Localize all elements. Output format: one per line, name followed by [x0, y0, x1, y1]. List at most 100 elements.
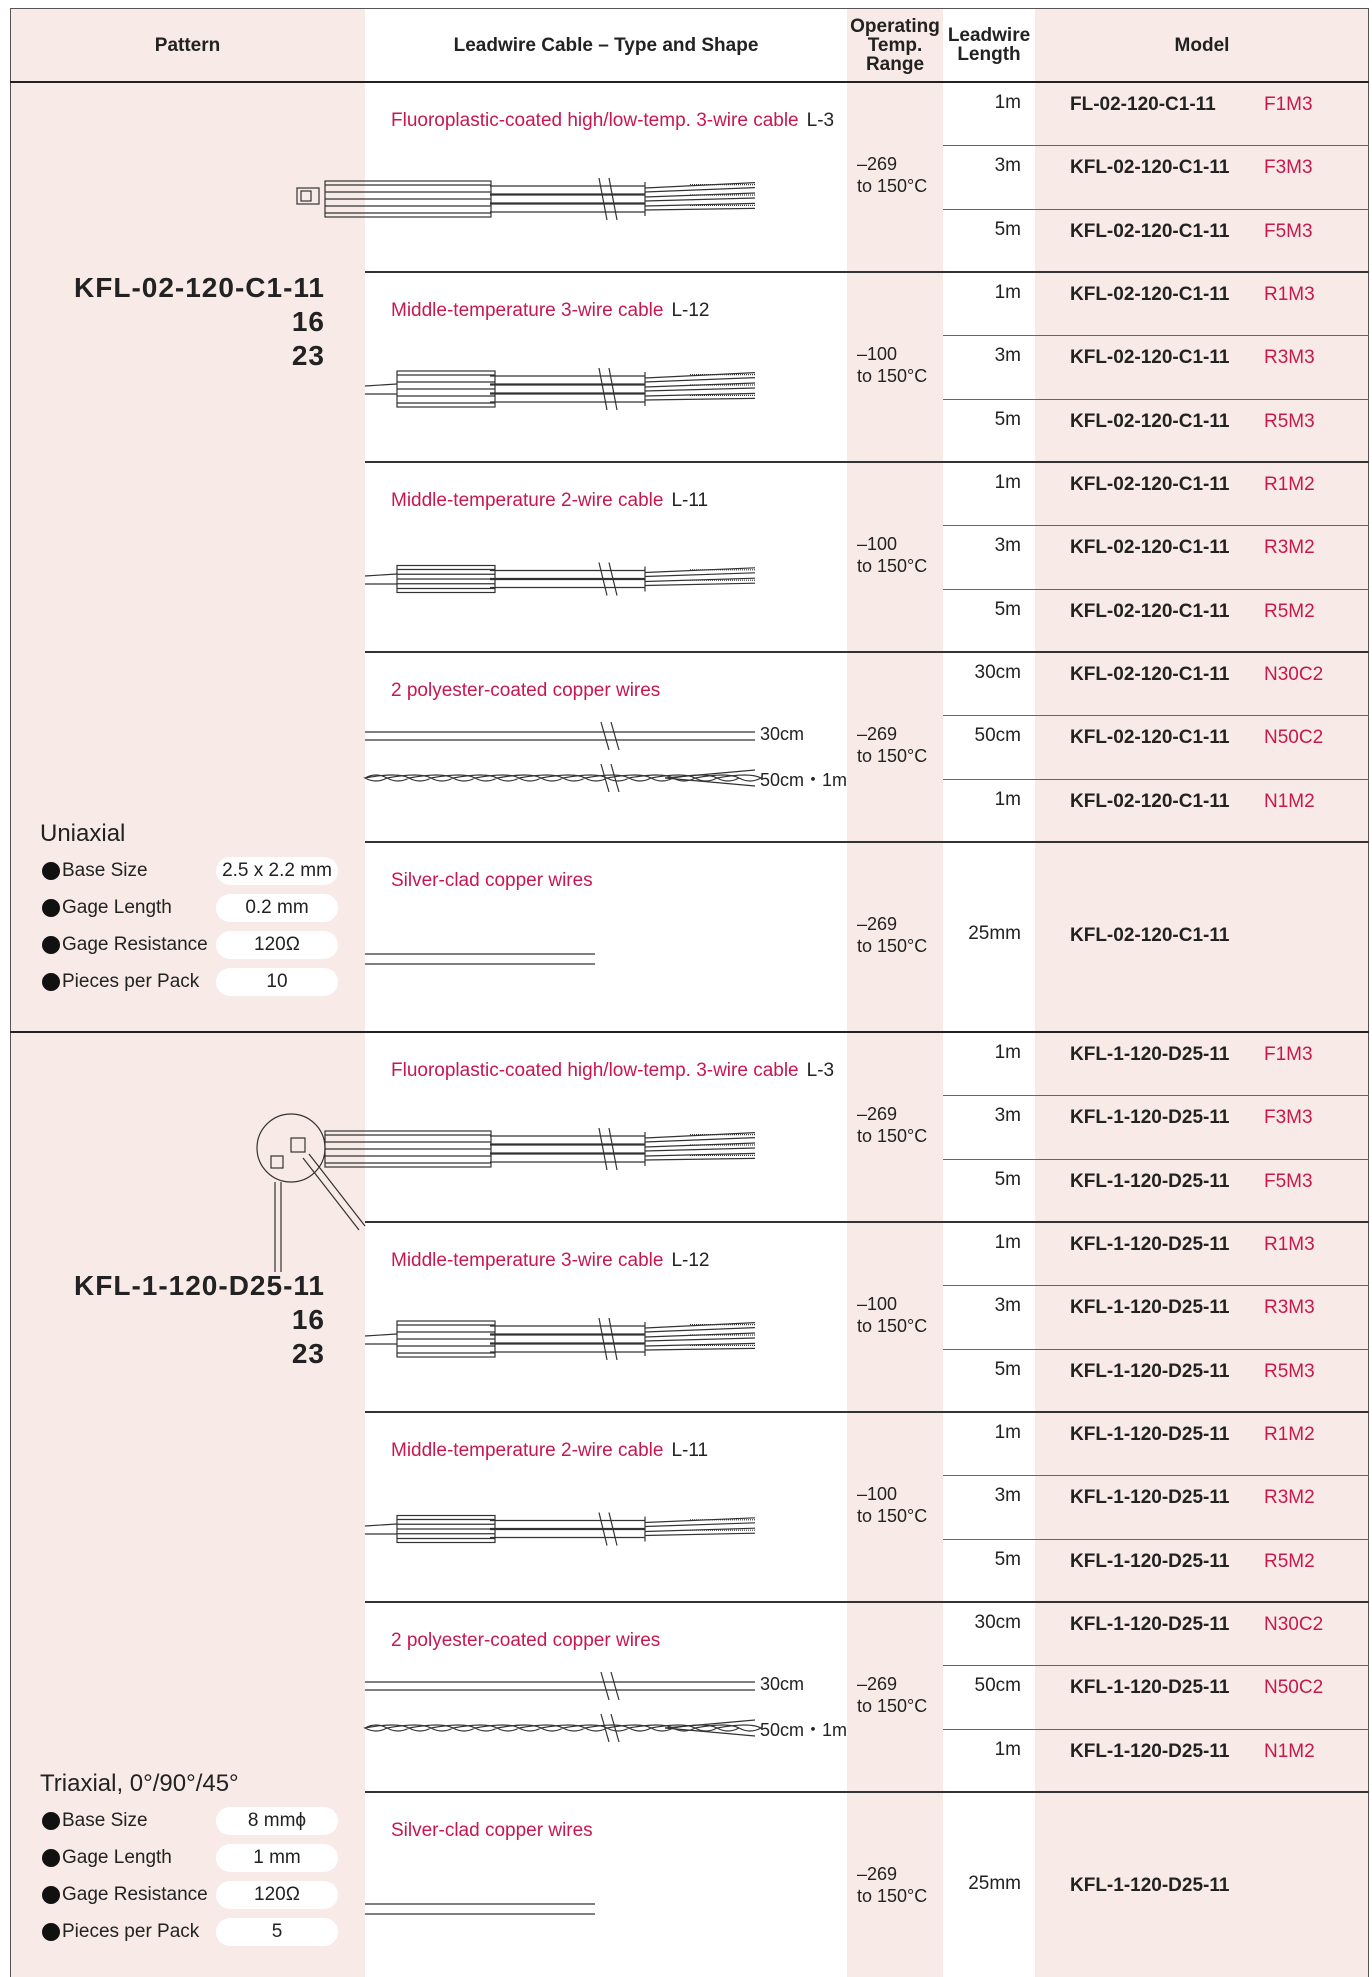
- temp: –100 to 150°C: [857, 533, 927, 577]
- length: 1m: [994, 788, 1021, 810]
- shape: [644, 567, 756, 578]
- spec-label: Base Size: [62, 860, 148, 881]
- cable-code: L-3: [806, 1060, 835, 1081]
- shape: [308, 1153, 366, 1227]
- shape: [364, 1333, 398, 1337]
- length: 25mm: [968, 1873, 1021, 1894]
- cable-drawing: [363, 721, 763, 793]
- temp-min: –269: [857, 1674, 898, 1694]
- shape: [598, 367, 608, 411]
- model-base: KFL-1-120-D25-11: [1070, 1297, 1230, 1319]
- length: 3m: [994, 1105, 1021, 1127]
- temp-max: to 150°C: [857, 1696, 928, 1716]
- temp-min: –269: [857, 724, 898, 744]
- row-line: [943, 778, 1369, 780]
- shape: [364, 573, 398, 577]
- temp-max: to 150°C: [857, 176, 928, 196]
- temp-min: –269: [857, 154, 898, 174]
- cable-label: Fluoroplastic-coated high/low-temp. 3-wi…: [391, 110, 834, 132]
- model-base: KFL-02-120-C1-11: [1070, 220, 1230, 242]
- shape: [644, 577, 756, 587]
- shape: [644, 1322, 756, 1333]
- spec-value: 10: [216, 968, 338, 996]
- cable-label: Silver-clad copper wires: [391, 1820, 593, 1842]
- model-suffix: F3M3: [1264, 157, 1313, 179]
- model-base: KFL-1-120-D25-11: [1070, 1044, 1230, 1065]
- row-line: [943, 1665, 1369, 1667]
- cable-name: Middle-temperature 2-wire cable: [391, 1440, 664, 1461]
- shape: [363, 774, 763, 782]
- shape: [644, 1342, 756, 1351]
- shape: [644, 1142, 756, 1152]
- cable-label: Fluoroplastic-coated high/low-temp. 3-wi…: [391, 1060, 834, 1082]
- model-base: KFL-1-120-D25-11: [1070, 1487, 1230, 1509]
- spec-label: Gage Length: [62, 897, 172, 918]
- model-base: KFL-02-120-C1-11: [1070, 474, 1230, 495]
- shape: [598, 177, 608, 221]
- pattern-model: 16: [291, 1304, 325, 1335]
- temp: –269 to 150°C: [857, 1103, 927, 1147]
- cable-drawing: [324, 1127, 756, 1171]
- model-base: KFL-1-120-D25-11: [1070, 1550, 1230, 1572]
- model-suffix: F1M3: [1264, 1044, 1313, 1065]
- shape: [644, 1152, 756, 1161]
- row-line: [943, 208, 1369, 210]
- shape: [600, 763, 610, 793]
- temp-min: –100: [857, 1294, 898, 1314]
- model-base: KFL-1-120-D25-11: [1070, 1875, 1230, 1896]
- shape: [644, 202, 756, 211]
- spec-value: 0.2 mm: [216, 894, 338, 922]
- bullet: [42, 1886, 60, 1904]
- cable-name: Middle-temperature 2-wire cable: [391, 490, 664, 511]
- spec-label: Base Size: [62, 1810, 148, 1831]
- temp-min: –269: [857, 1864, 898, 1884]
- shape: [644, 182, 756, 193]
- shape: [608, 1512, 618, 1546]
- temp-min: –100: [857, 344, 898, 364]
- cable-code: L-12: [671, 300, 710, 321]
- header-cell: Model: [1174, 34, 1230, 56]
- cable-dim-label: 30cm: [760, 724, 805, 744]
- cable-name: Fluoroplastic-coated high/low-temp. 3-wi…: [391, 1060, 799, 1081]
- shape: [664, 777, 756, 787]
- model-suffix: N50C2: [1264, 1677, 1324, 1699]
- length: 1m: [994, 282, 1021, 303]
- model-base: KFL-1-120-D25-11: [1070, 1424, 1230, 1445]
- shape: [598, 1317, 608, 1361]
- row-line: [943, 335, 1369, 337]
- temp: –269 to 150°C: [857, 153, 927, 197]
- length: 1m: [994, 1232, 1021, 1253]
- bullet: [42, 936, 60, 954]
- section-line: [10, 1031, 1369, 1033]
- shape: [644, 1527, 756, 1537]
- shape: [664, 769, 756, 779]
- group-line: [365, 1601, 1369, 1603]
- cable-dim-label: 50cm・1m: [760, 770, 848, 790]
- cable-drawing: [364, 562, 756, 596]
- length: 5m: [994, 218, 1021, 240]
- model-suffix: R3M3: [1264, 1297, 1315, 1319]
- length: 1m: [994, 1738, 1021, 1760]
- pattern-model: KFL-1-120-D25-11: [74, 1270, 325, 1301]
- spec-value: 120Ω: [216, 1881, 338, 1909]
- shape: [296, 187, 320, 205]
- cable-label: Middle-temperature 3-wire cable L-12: [391, 1250, 709, 1272]
- temp-max: to 150°C: [857, 1886, 928, 1906]
- model-suffix: R3M2: [1264, 1487, 1315, 1509]
- model-base: KFL-1-120-D25-11: [1070, 1360, 1230, 1382]
- length: 3m: [994, 1295, 1021, 1317]
- shape: [644, 1332, 756, 1342]
- model-suffix: R5M3: [1264, 410, 1315, 432]
- spec-label: Gage Resistance: [62, 934, 208, 955]
- row-line: [943, 1475, 1369, 1477]
- model-suffix: R1M2: [1264, 474, 1315, 495]
- length: 3m: [994, 1485, 1021, 1507]
- column-bg: [847, 8, 943, 1977]
- model-suffix: F3M3: [1264, 1107, 1313, 1129]
- spec-value: 2.5 x 2.2 mm: [216, 857, 338, 885]
- model-base: FL-02-120-C1-11: [1070, 94, 1216, 115]
- cable-name: Middle-temperature 3-wire cable: [391, 1250, 664, 1271]
- row-line: [943, 1285, 1369, 1287]
- cable-label: Middle-temperature 2-wire cable L-11: [391, 490, 708, 512]
- group-line: [365, 651, 1369, 653]
